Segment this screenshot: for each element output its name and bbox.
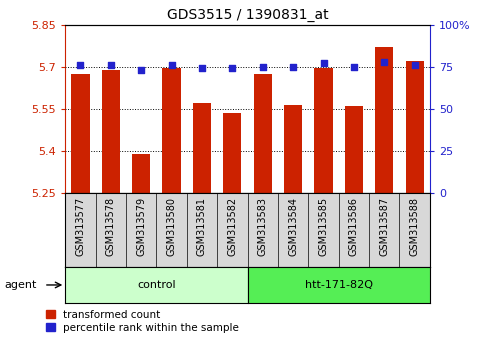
- Bar: [65, 267, 248, 303]
- Point: [381, 59, 388, 65]
- Point: [289, 64, 297, 70]
- Text: GSM313578: GSM313578: [106, 197, 116, 256]
- Point: [320, 61, 327, 66]
- Bar: [345, 106, 363, 193]
- Point: [76, 62, 84, 68]
- Text: GSM313582: GSM313582: [227, 197, 237, 256]
- Bar: [223, 113, 242, 193]
- Text: control: control: [137, 280, 176, 290]
- Text: GSM313581: GSM313581: [197, 197, 207, 256]
- Bar: [193, 103, 211, 193]
- Text: agent: agent: [5, 280, 37, 290]
- Bar: [284, 105, 302, 193]
- Text: GSM313580: GSM313580: [167, 197, 177, 256]
- Title: GDS3515 / 1390831_at: GDS3515 / 1390831_at: [167, 8, 328, 22]
- Text: GSM313587: GSM313587: [379, 197, 389, 256]
- Bar: [375, 47, 394, 193]
- Legend: transformed count, percentile rank within the sample: transformed count, percentile rank withi…: [46, 310, 239, 333]
- Point: [107, 62, 114, 68]
- Text: htt-171-82Q: htt-171-82Q: [305, 280, 373, 290]
- Bar: [71, 74, 89, 193]
- Text: GSM313579: GSM313579: [136, 197, 146, 256]
- Bar: [248, 267, 430, 303]
- Text: GSM313586: GSM313586: [349, 197, 359, 256]
- Point: [137, 67, 145, 73]
- Point: [259, 64, 267, 70]
- Text: GSM313584: GSM313584: [288, 197, 298, 256]
- Bar: [102, 70, 120, 193]
- Point: [411, 62, 419, 68]
- Bar: [406, 61, 424, 193]
- Point: [168, 62, 175, 68]
- Text: GSM313583: GSM313583: [258, 197, 268, 256]
- Bar: [132, 154, 150, 193]
- Bar: [162, 68, 181, 193]
- Point: [350, 64, 358, 70]
- Text: GSM313577: GSM313577: [75, 197, 85, 256]
- Point: [198, 66, 206, 72]
- Bar: [314, 68, 333, 193]
- Text: GSM313585: GSM313585: [318, 197, 328, 256]
- Point: [228, 66, 236, 72]
- Bar: [254, 74, 272, 193]
- Text: GSM313588: GSM313588: [410, 197, 420, 256]
